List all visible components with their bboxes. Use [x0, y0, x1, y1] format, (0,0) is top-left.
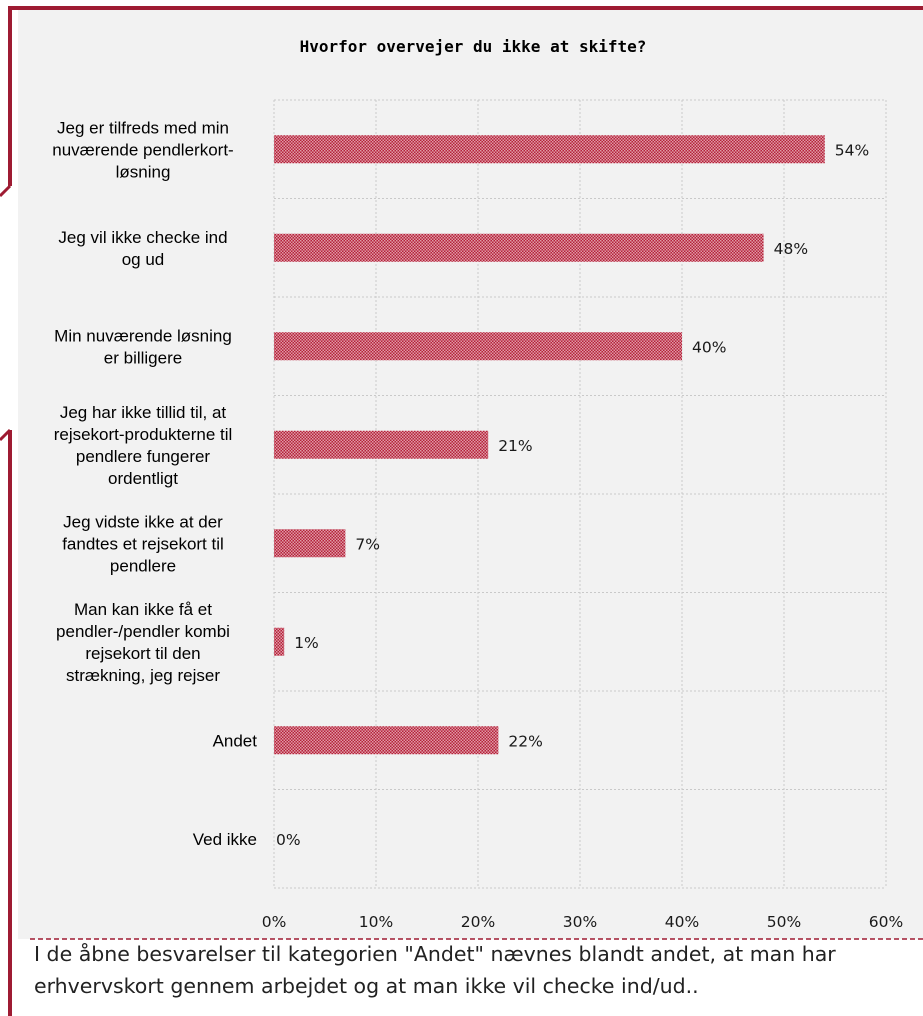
value-label: 48% [774, 240, 808, 258]
value-label: 1% [294, 634, 319, 652]
bar [274, 627, 285, 656]
value-label: 21% [498, 437, 532, 455]
category-label: Jeg er tilfreds med min nuværende pendler… [52, 118, 233, 181]
bar [274, 332, 682, 361]
category-label: Jeg har ikke tillid til, at rejsekort-pro… [54, 403, 233, 488]
category-labels: Jeg er tilfreds med min nuværende pendler… [52, 118, 257, 849]
chart-title: Hvorfor overvejer du ikke at skifte? [300, 37, 647, 56]
frame-corner-fold [0, 184, 12, 198]
category-label: Min nuværende løsning er billigere [54, 326, 232, 367]
x-axis-ticks: 0% 10% 20% 30% 40% 50% 60% [262, 913, 904, 931]
value-label: 22% [508, 732, 542, 750]
value-label: 7% [355, 535, 380, 553]
x-tick-label: 20% [461, 913, 495, 931]
category-label: Andet [213, 731, 258, 750]
value-labels: 54% 48% 40% 21% 7% 1% 22% 0% [276, 141, 869, 849]
category-label: Jeg vil ikke checke ind og ud [58, 228, 227, 269]
x-tick-label: 40% [665, 913, 699, 931]
x-tick-label: 30% [563, 913, 597, 931]
footnote-text: I de åbne besvarelser til kategorien "An… [34, 942, 836, 998]
category-label: Jeg vidste ikke at der fandtes et rejseko… [62, 512, 224, 575]
bar [274, 233, 764, 262]
x-tick-label: 10% [359, 913, 393, 931]
value-label: 40% [692, 338, 726, 356]
bar [274, 135, 825, 164]
frame-border [8, 6, 923, 186]
value-label: 54% [835, 141, 869, 159]
bar [274, 726, 499, 755]
x-tick-label: 60% [869, 913, 903, 931]
category-label: Ved ikke [193, 830, 257, 849]
category-label: Man kan ikke få et pendler-/pendler kombi… [56, 600, 230, 685]
x-tick-label: 50% [767, 913, 801, 931]
bar [274, 529, 346, 558]
bars [274, 135, 825, 755]
bar [274, 430, 489, 459]
value-label: 0% [276, 831, 301, 849]
x-tick-label: 0% [262, 913, 287, 931]
grid-lines [273, 99, 887, 889]
frame-corner-fold-lower [0, 428, 12, 442]
